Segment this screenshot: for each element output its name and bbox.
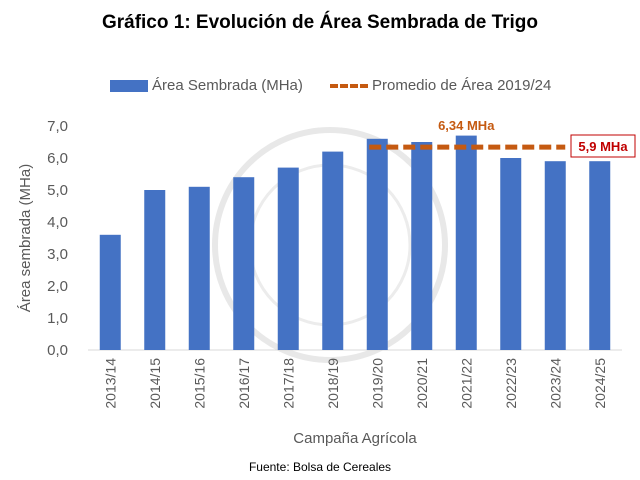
legend-item-average: Promedio de Área 2019/24 — [330, 77, 551, 94]
chart-title: Gráfico 1: Evolución de Área Sembrada de… — [101, 12, 539, 33]
bar-2017/18 — [277, 167, 299, 350]
bar-2023/24 — [544, 161, 566, 350]
x-tick-label: 2017/18 — [280, 358, 296, 409]
y-tick-label: 0,0 — [47, 342, 68, 359]
x-tick-label: 2015/16 — [191, 358, 207, 409]
x-tick-label: 2014/15 — [147, 358, 163, 409]
legend-swatch-dash — [330, 83, 368, 88]
latest-annotation-box — [570, 134, 636, 158]
bar-2022/23 — [500, 158, 522, 350]
y-tick-label: 1,0 — [47, 310, 68, 327]
y-tick-label: 2,0 — [47, 278, 68, 295]
latest-annotation: 5,9 MHa — [578, 139, 628, 154]
x-tick-label: 2022/23 — [503, 358, 519, 409]
bar-2016/17 — [233, 177, 255, 350]
legend-swatch-bar — [110, 79, 148, 92]
y-tick-label: 4,0 — [47, 214, 68, 231]
bar-2014/15 — [144, 190, 166, 350]
y-axis-title: Área sembrada (MHa) — [17, 164, 34, 312]
x-tick-label: 2020/21 — [414, 358, 430, 409]
legend-label-average: Promedio de Área 2019/24 — [372, 77, 552, 94]
y-tick-label: 3,0 — [47, 246, 68, 263]
y-tick-label: 7,0 — [47, 118, 68, 135]
bar-2019/20 — [366, 138, 388, 350]
bar-2018/19 — [322, 151, 344, 350]
average-annotation: 6,34 MHa — [438, 118, 495, 133]
x-axis-title: Campaña Agrícola — [293, 430, 417, 447]
source-note: Fuente: Bolsa de Cereales — [248, 460, 392, 474]
x-tick-label: 2016/17 — [236, 358, 252, 409]
bar-2020/21 — [411, 142, 433, 350]
y-tick-label: 5,0 — [47, 182, 68, 199]
x-tick-label: 2024/25 — [592, 358, 608, 409]
bar-2013/14 — [99, 234, 121, 350]
x-tick-label: 2019/20 — [369, 358, 385, 409]
x-tick-label: 2021/22 — [458, 358, 474, 409]
bar-2021/22 — [455, 135, 477, 350]
legend-label-area: Área Sembrada (MHa) — [152, 77, 303, 94]
x-tick-label: 2018/19 — [325, 358, 341, 409]
y-tick-label: 6,0 — [47, 150, 68, 167]
x-tick-label: 2023/24 — [547, 358, 563, 409]
bar-2024/25 — [589, 161, 611, 350]
legend-item-area: Área Sembrada (MHa) — [110, 77, 303, 94]
bar-2015/16 — [188, 186, 210, 350]
watermark-seal — [212, 127, 448, 363]
x-tick-label: 2013/14 — [102, 358, 118, 409]
